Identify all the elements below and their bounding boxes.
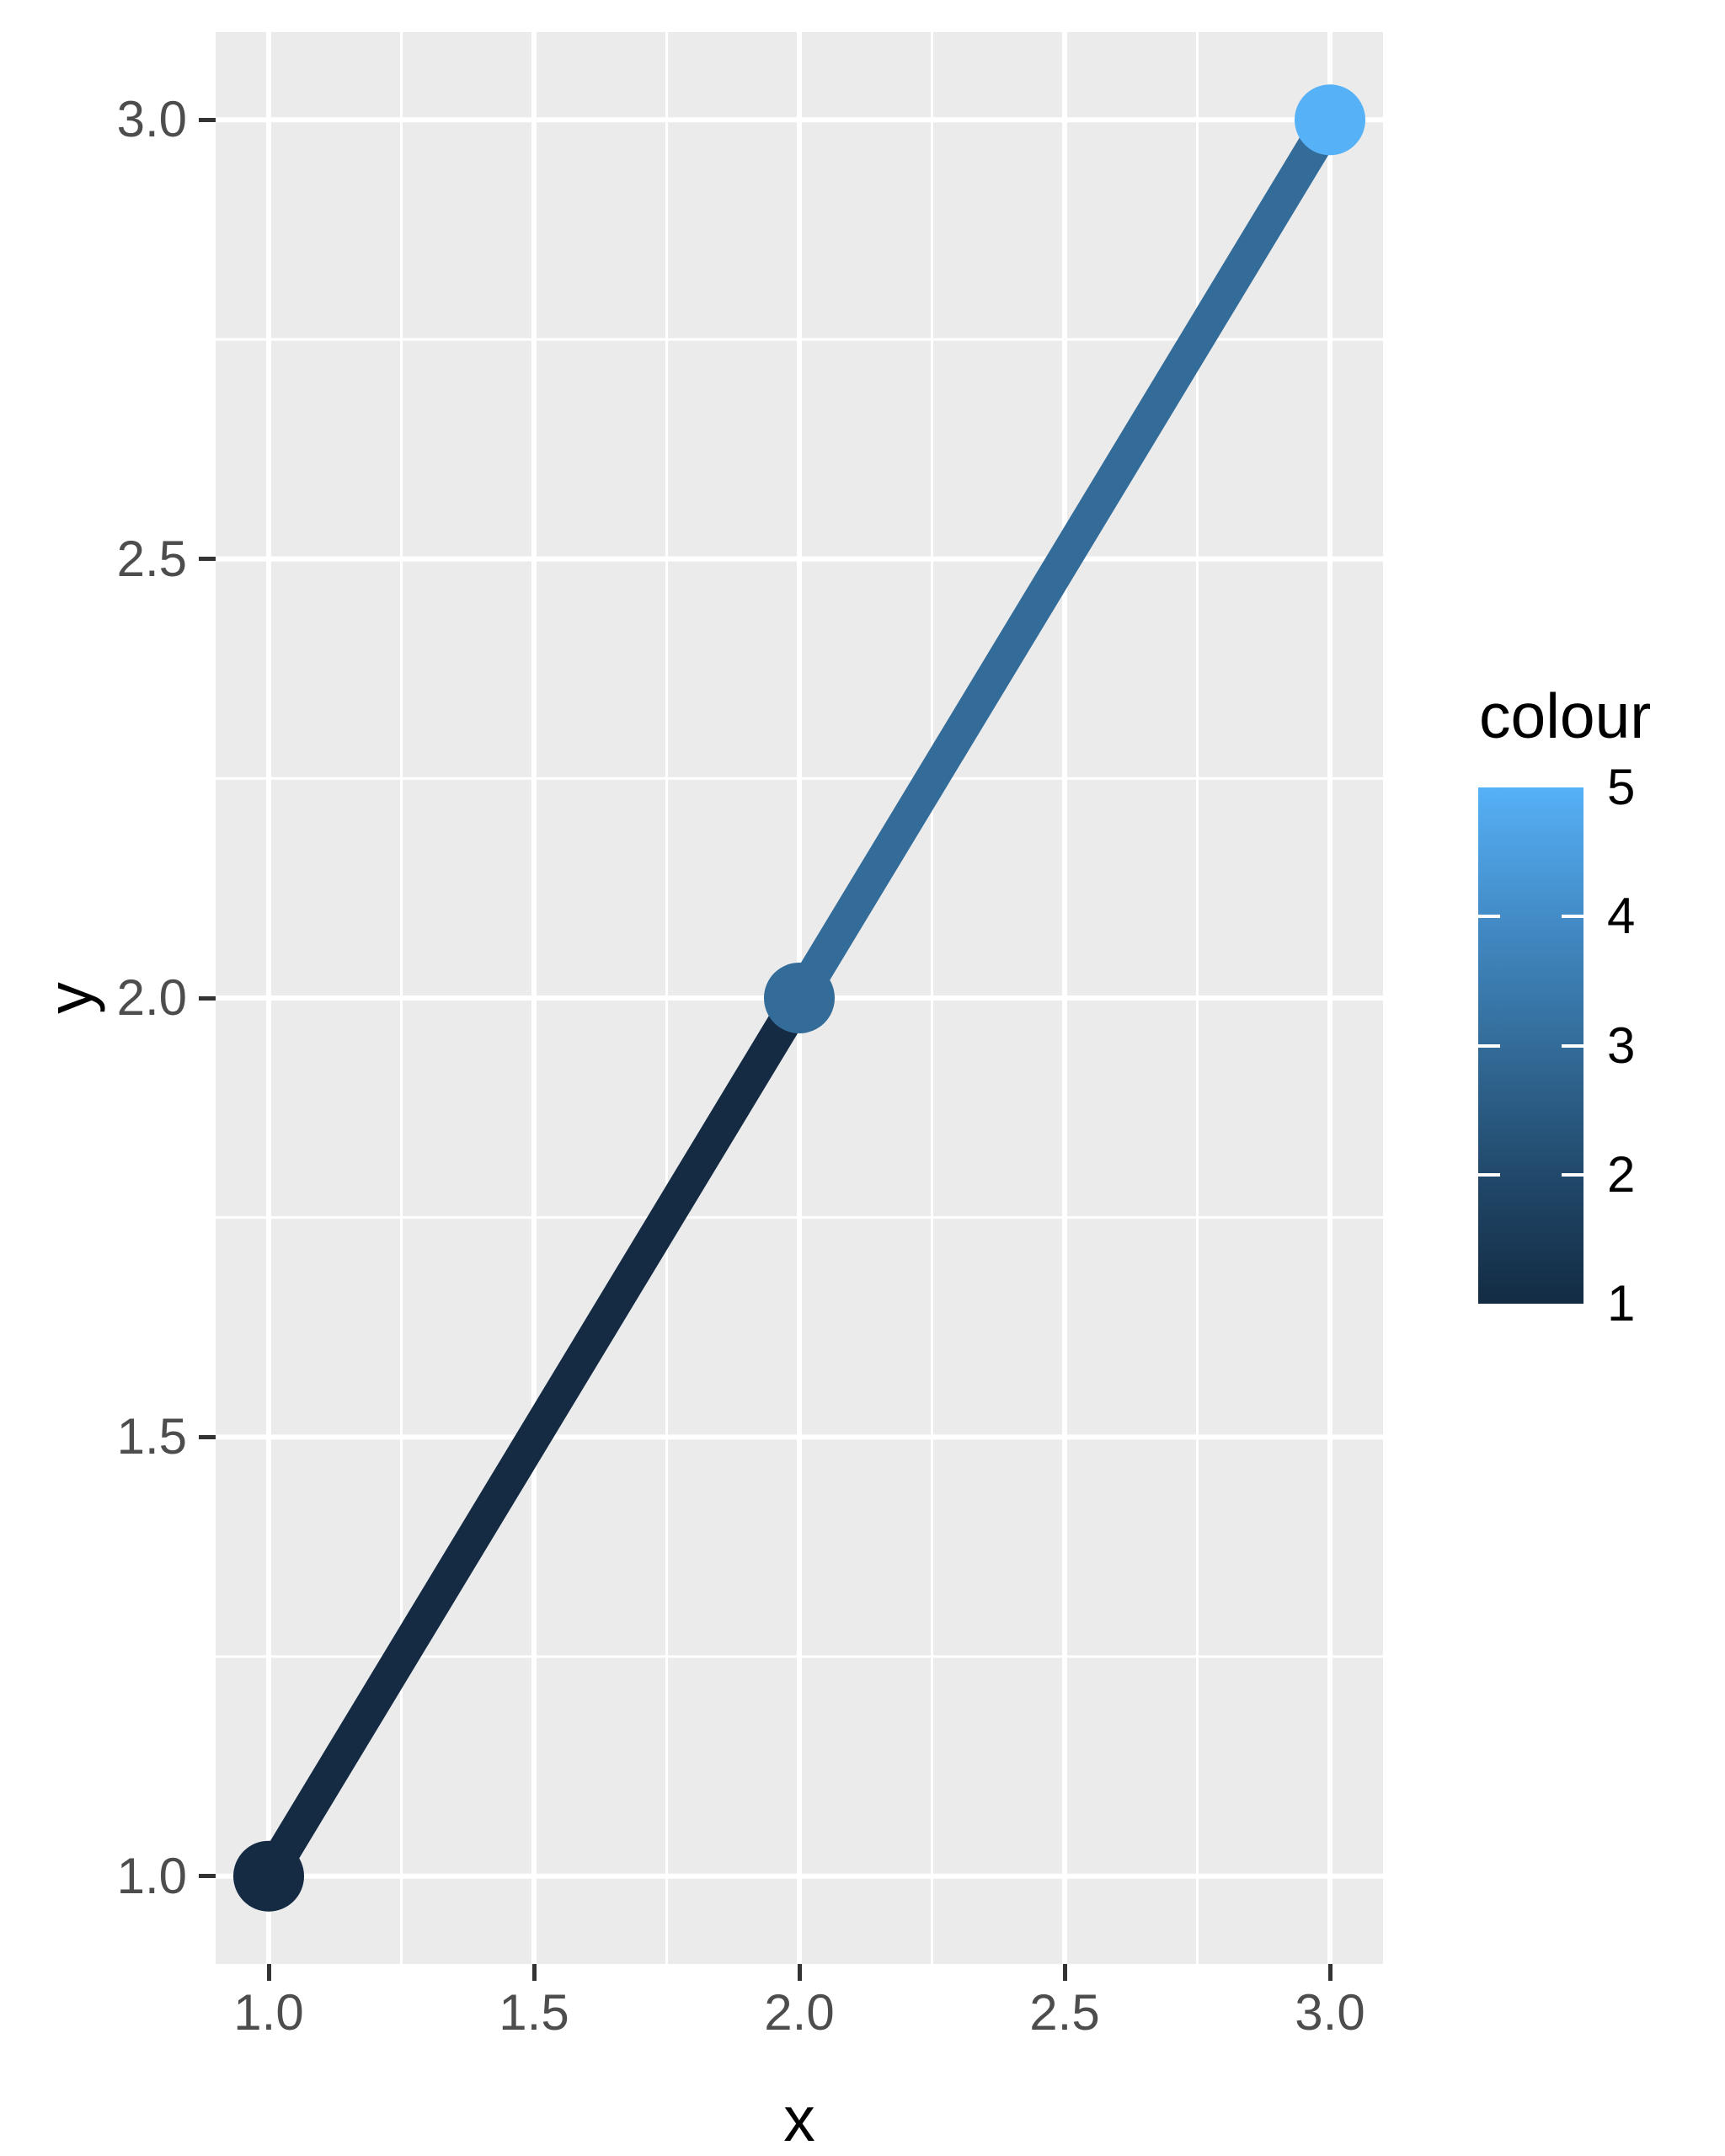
legend-title: colour bbox=[1479, 680, 1652, 751]
y-tick-label: 3.0 bbox=[116, 91, 187, 148]
y-tick-mark bbox=[199, 995, 216, 1001]
line-segment bbox=[254, 989, 814, 1886]
x-tick-label: 2.0 bbox=[764, 1984, 835, 2041]
legend-break-label: 4 bbox=[1607, 888, 1636, 945]
x-tick-label: 1.5 bbox=[499, 1984, 569, 2041]
y-axis-title: y bbox=[35, 982, 105, 1014]
legend-break-label: 2 bbox=[1607, 1145, 1636, 1203]
y-tick-label: 2.5 bbox=[116, 530, 187, 587]
legend-tick-mark bbox=[1562, 1043, 1583, 1048]
legend-break-label: 5 bbox=[1607, 759, 1636, 815]
legend-tick-mark bbox=[1478, 1043, 1500, 1048]
y-tick-mark bbox=[199, 557, 216, 562]
data-point bbox=[1295, 84, 1365, 156]
x-tick-mark bbox=[797, 1964, 802, 1981]
y-tick-label: 2.0 bbox=[116, 969, 187, 1026]
legend-break-label: 1 bbox=[1607, 1275, 1636, 1331]
line-chart bbox=[216, 32, 1383, 1964]
x-tick-mark bbox=[266, 1964, 271, 1981]
legend-tick-mark bbox=[1478, 1172, 1500, 1177]
x-tick-mark bbox=[531, 1964, 537, 1981]
x-tick-mark bbox=[1062, 1964, 1067, 1981]
y-tick-mark bbox=[199, 1874, 216, 1879]
legend-tick-mark bbox=[1478, 915, 1500, 919]
data-point bbox=[764, 963, 835, 1033]
y-tick-label: 1.5 bbox=[116, 1408, 187, 1465]
legend-tick-mark bbox=[1562, 1172, 1583, 1177]
legend-break-label: 3 bbox=[1607, 1017, 1636, 1074]
y-tick-label: 1.0 bbox=[116, 1847, 187, 1904]
legend-colorbar bbox=[1478, 787, 1583, 1304]
x-tick-label: 2.5 bbox=[1029, 1984, 1100, 2041]
y-tick-mark bbox=[199, 1434, 216, 1439]
plot-panel bbox=[216, 32, 1383, 1964]
data-point bbox=[233, 1840, 304, 1912]
x-tick-label: 3.0 bbox=[1295, 1984, 1365, 2041]
line-segment bbox=[784, 110, 1345, 1007]
x-axis-title: x bbox=[783, 2084, 815, 2154]
x-tick-mark bbox=[1327, 1964, 1332, 1981]
x-tick-label: 1.0 bbox=[233, 1984, 304, 2041]
y-tick-mark bbox=[199, 117, 216, 122]
legend-tick-mark bbox=[1562, 915, 1583, 919]
